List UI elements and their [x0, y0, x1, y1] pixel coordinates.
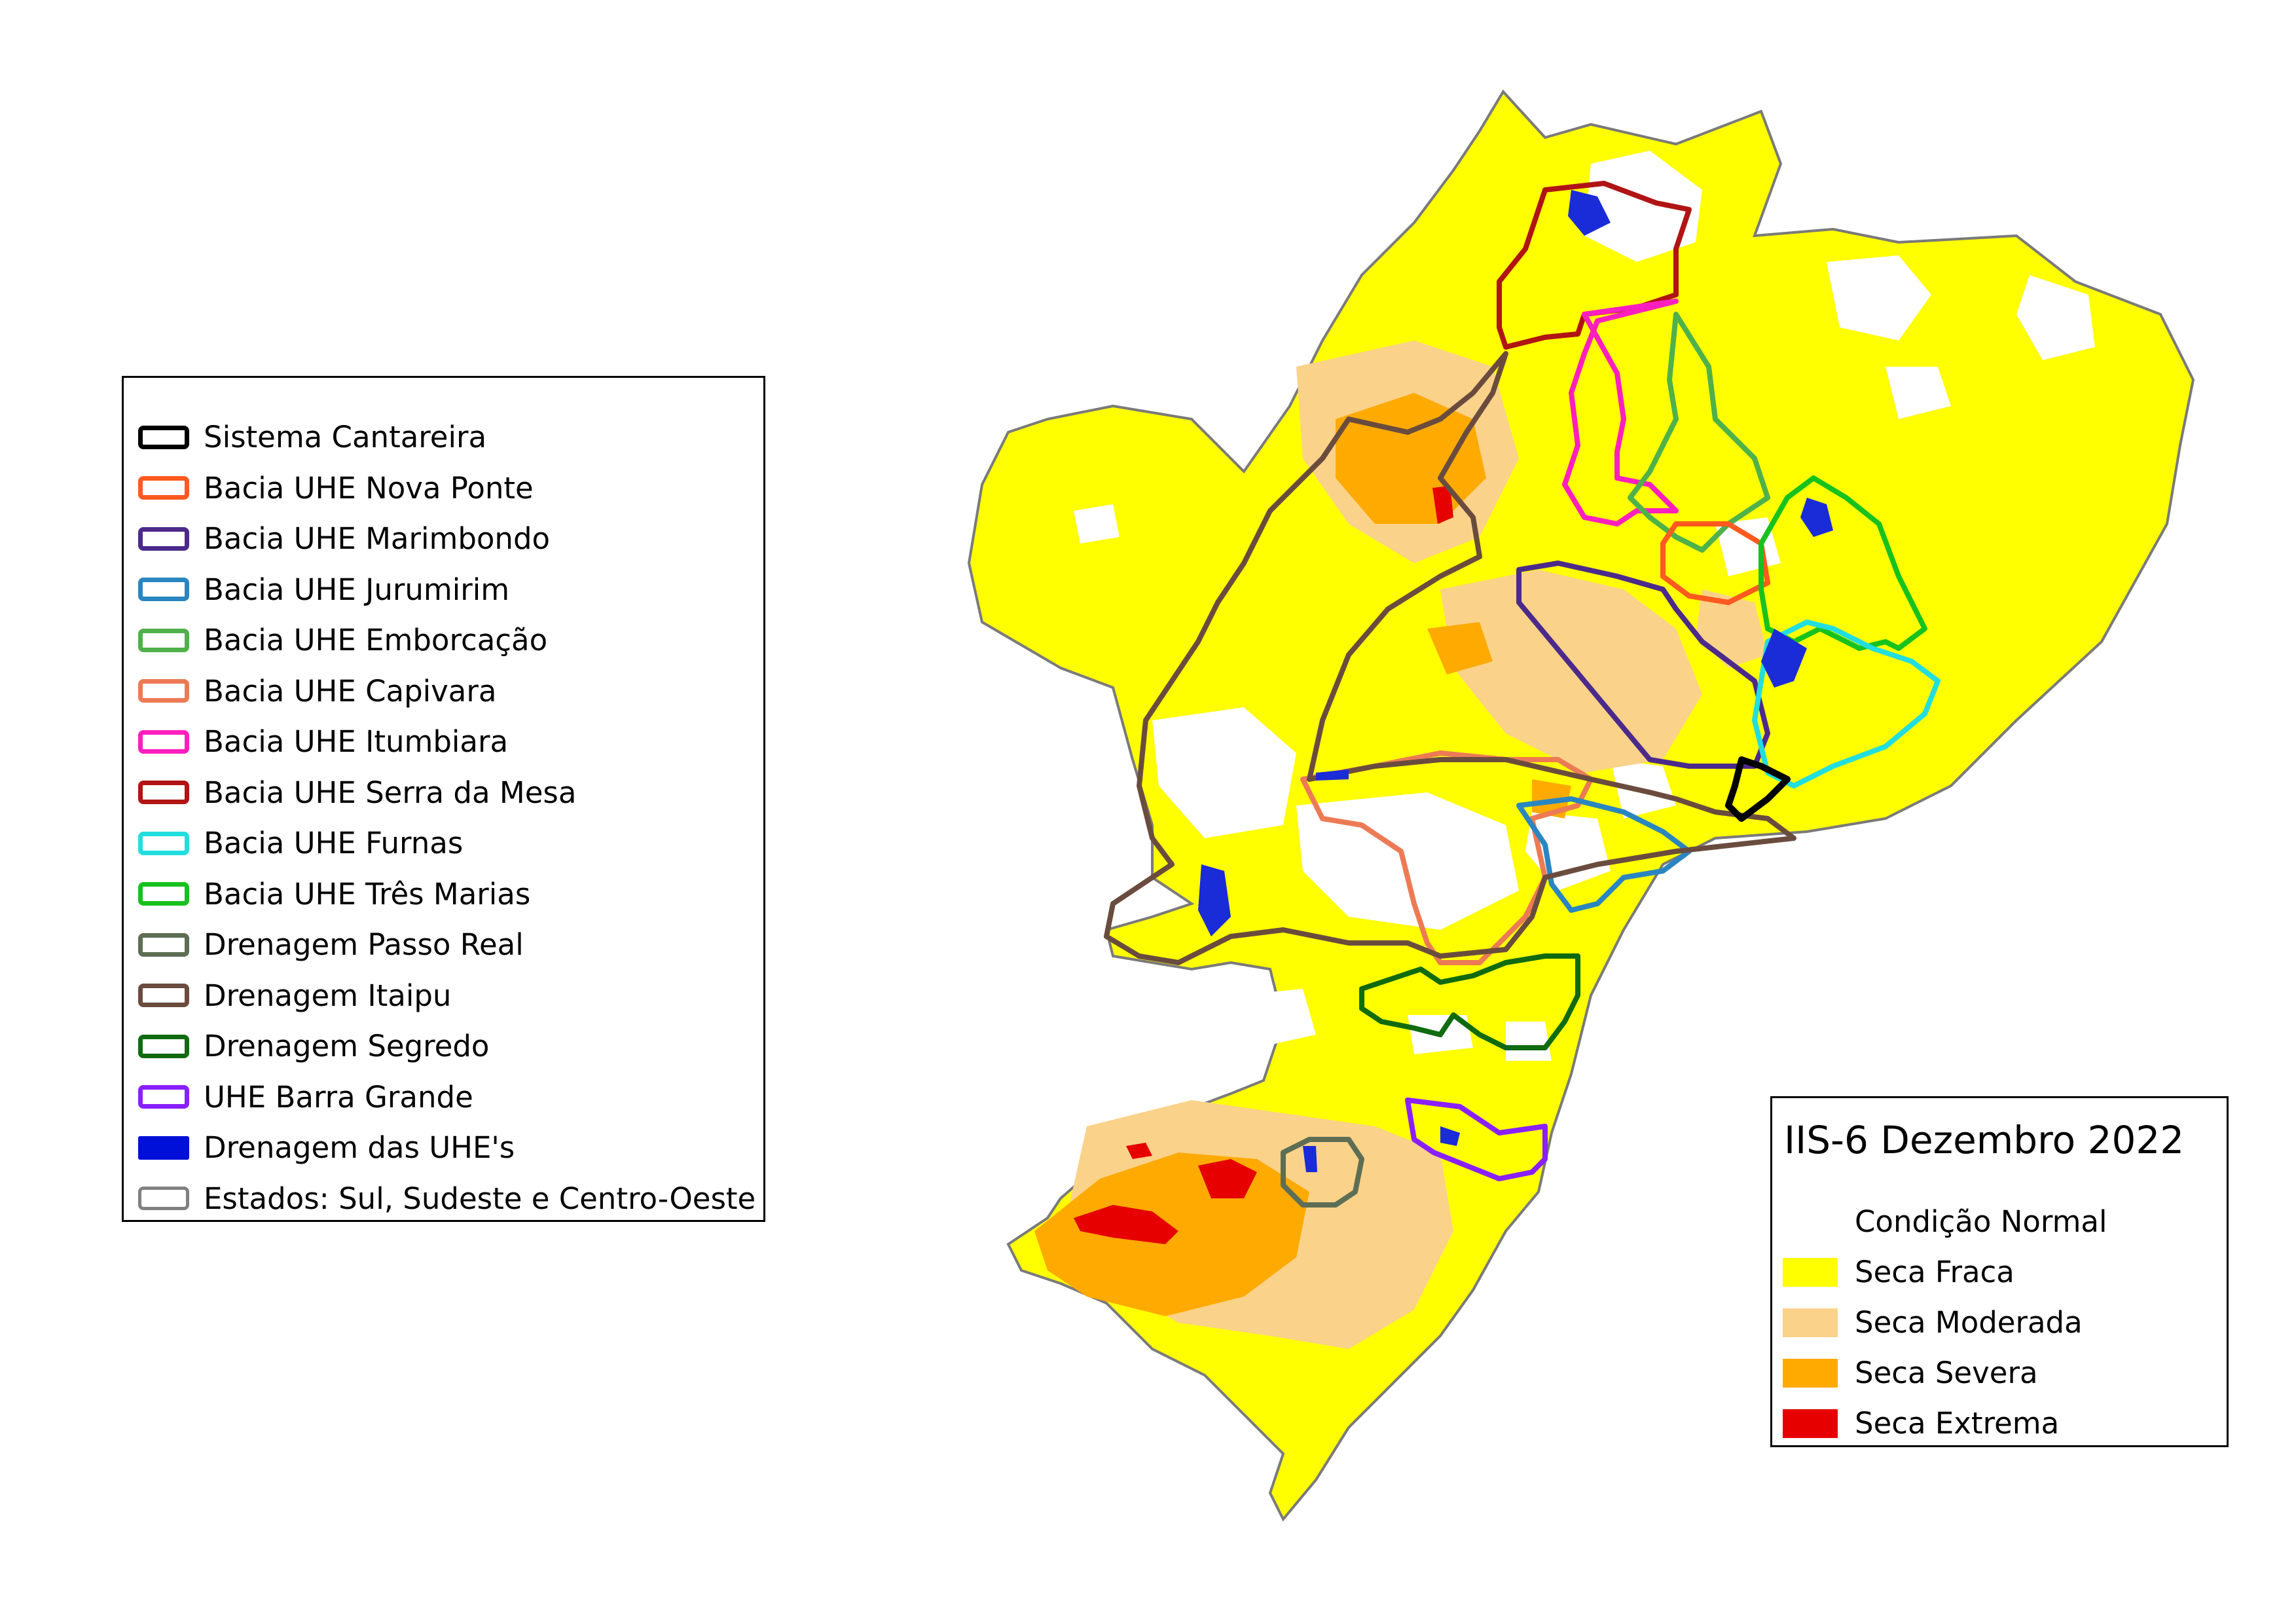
basin-emborcacao — [1628, 312, 1770, 553]
legend-item: Bacia UHE Nova Ponte — [134, 463, 756, 514]
iis-class-swatch — [1783, 1257, 1838, 1287]
sistema-cantareira — [1725, 756, 1791, 822]
iis-class-label: Condição Normal — [1855, 1204, 2107, 1239]
legend-swatch — [138, 476, 189, 500]
legend-item: Bacia UHE Serra da Mesa — [134, 767, 756, 819]
basin-legend: Sistema Cantareira Bacia UHE Nova Ponte … — [122, 376, 765, 1222]
iis-class-label: Seca Fraca — [1855, 1255, 2014, 1289]
legend-label: Estados: Sul, Sudeste e Centro-Oeste — [204, 1181, 756, 1216]
basin-outlines — [1104, 181, 1941, 1208]
iis-class-label: Seca Severa — [1855, 1356, 2038, 1390]
legend-label: Bacia UHE Emborcação — [204, 623, 548, 658]
iis-class-label: Seca Extrema — [1855, 1406, 2060, 1441]
basin-marimbondo — [1516, 561, 1770, 769]
legend-label: Drenagem Segredo — [204, 1029, 490, 1064]
iis-class-item: Seca Moderada — [1783, 1297, 2107, 1348]
legend-swatch — [138, 729, 189, 754]
legend-item: UHE Barra Grande — [134, 1072, 756, 1123]
iis-class-label: Seca Moderada — [1855, 1305, 2083, 1340]
legend-label: Drenagem Passo Real — [204, 927, 524, 963]
extreme-drought-areas — [1074, 486, 1453, 1244]
legend-item: Bacia UHE Capivara — [134, 666, 756, 717]
drainage-itaipu — [1104, 351, 1796, 965]
iis-class-swatch — [1783, 1358, 1838, 1388]
legend-label: Bacia UHE Marimbondo — [204, 521, 551, 557]
legend-item: Bacia UHE Furnas — [134, 818, 756, 869]
iis-class-item: Seca Severa — [1783, 1348, 2107, 1398]
legend-label: Bacia UHE Capivara — [204, 673, 497, 709]
legend-item: Drenagem Segredo — [134, 1021, 756, 1072]
iis-legend-title: IIS-6 Dezembro 2022 — [1784, 1118, 2185, 1162]
iis-class-list: Condição Normal Seca Fraca Seca Moderada… — [1783, 1196, 2107, 1449]
legend-label: Bacia UHE Furnas — [204, 826, 464, 861]
legend-item: Bacia UHE Itumbiara — [134, 716, 756, 767]
uhe-reservoirs — [1198, 190, 1833, 1172]
iis-class-swatch — [1783, 1409, 1838, 1438]
legend-swatch — [138, 526, 189, 551]
legend-swatch — [138, 781, 189, 805]
legend-item: Bacia UHE Marimbondo — [134, 513, 756, 564]
legend-label: Bacia UHE Itumbiara — [204, 724, 509, 760]
drainage-passo-real — [1281, 1137, 1364, 1208]
legend-item: Drenagem das UHE's — [134, 1122, 756, 1173]
legend-label: UHE Barra Grande — [204, 1079, 473, 1115]
legend-swatch — [138, 1034, 189, 1058]
legend-label: Bacia UHE Jurumirim — [204, 572, 510, 607]
legend-swatch — [138, 932, 189, 957]
legend-item: Bacia UHE Três Marias — [134, 869, 756, 920]
legend-label: Drenagem das UHE's — [204, 1130, 515, 1166]
legend-swatch — [138, 831, 189, 855]
iis-legend: IIS-6 Dezembro 2022 Condição Normal Seca… — [1770, 1096, 2229, 1447]
legend-item: Estados: Sul, Sudeste e Centro-Oeste — [134, 1173, 756, 1225]
legend-swatch — [138, 679, 189, 703]
legend-label: Bacia UHE Serra da Mesa — [204, 775, 577, 810]
legend-item: Sistema Cantareira — [134, 412, 756, 463]
iis-class-item: Seca Extrema — [1783, 1398, 2107, 1449]
legend-swatch — [138, 628, 189, 652]
legend-swatch — [138, 1085, 189, 1109]
legend-item: Bacia UHE Jurumirim — [134, 564, 756, 616]
iis-class-item: Seca Fraca — [1783, 1247, 2107, 1297]
legend-swatch — [138, 1187, 189, 1211]
legend-label: Bacia UHE Três Marias — [204, 876, 531, 912]
legend-item: Drenagem Passo Real — [134, 919, 756, 970]
legend-label: Bacia UHE Nova Ponte — [204, 470, 534, 506]
legend-swatch — [138, 1135, 189, 1160]
basin-legend-list: Sistema Cantareira Bacia UHE Nova Ponte … — [134, 412, 756, 1224]
drainage-segredo — [1359, 953, 1580, 1050]
basin-itumbiara — [1562, 299, 1679, 526]
legend-swatch — [138, 984, 189, 1008]
legend-swatch — [138, 578, 189, 602]
legend-swatch — [138, 425, 189, 449]
legend-item: Bacia UHE Emborcação — [134, 615, 756, 666]
iis-class-swatch — [1783, 1207, 1838, 1236]
legend-swatch — [138, 882, 189, 906]
legend-label: Drenagem Itaipu — [204, 978, 452, 1013]
legend-item: Drenagem Itaipu — [134, 970, 756, 1022]
basin-nova-ponte — [1660, 521, 1770, 605]
uhe-barra-grande — [1405, 1098, 1548, 1181]
iis-class-item: Condição Normal — [1783, 1196, 2107, 1247]
legend-label: Sistema Cantareira — [204, 420, 487, 455]
iis-class-swatch — [1783, 1308, 1838, 1337]
